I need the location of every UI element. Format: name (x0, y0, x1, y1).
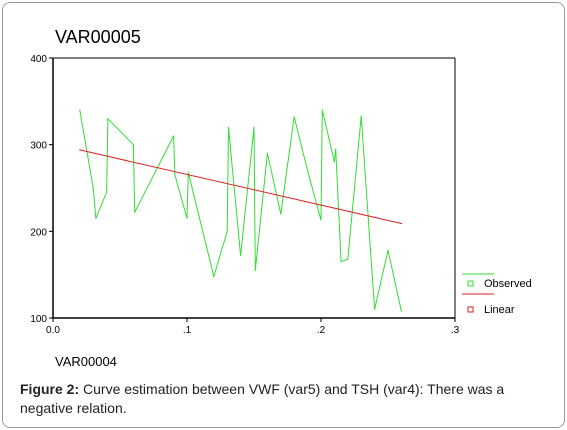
data-point (92, 187, 94, 189)
legend: Observed Linear (462, 273, 532, 316)
x-tick-label: .1 (183, 325, 192, 336)
data-point (374, 308, 376, 310)
legend-marker (467, 280, 474, 287)
y-tick-label: 400 (30, 54, 47, 65)
figure-caption: Figure 2: Curve estimation between VWF (… (20, 380, 550, 418)
data-point (333, 161, 335, 163)
series-line (79, 109, 402, 312)
data-point (360, 115, 362, 117)
data-point (400, 222, 402, 225)
data-point (186, 217, 188, 219)
data-point (340, 261, 342, 263)
x-axis-label: VAR00004 (55, 354, 117, 369)
data-point (387, 249, 389, 251)
plot-area (53, 57, 456, 318)
data-point (254, 269, 256, 271)
data-point (347, 258, 349, 260)
data-point (174, 174, 176, 176)
legend-label: Linear (484, 304, 515, 316)
x-tick-label: .3 (451, 325, 460, 336)
legend-item-observed: Observed (462, 273, 532, 290)
data-point (335, 148, 337, 150)
data-point (307, 170, 309, 172)
legend-label: Observed (484, 278, 532, 290)
data-point (107, 118, 109, 120)
data-point (266, 152, 268, 154)
data-point (106, 191, 108, 193)
legend-marker (467, 306, 474, 313)
data-point (95, 217, 97, 219)
data-point (213, 275, 215, 277)
chart-title: VAR00005 (55, 27, 141, 47)
data-point (400, 310, 402, 312)
data-point (280, 213, 282, 215)
data-point (320, 219, 322, 221)
y-tick-label: 200 (30, 227, 47, 238)
axes: 100 200 300 400 0.0 .1 .2 .3 (30, 54, 459, 336)
data-point (226, 230, 228, 232)
caption-label: Figure 2: (20, 381, 80, 397)
data-point (134, 211, 136, 213)
x-tick-label: 0.0 (46, 325, 60, 336)
series-line (79, 149, 402, 224)
x-tick-label: .2 (317, 325, 326, 336)
y-tick-label: 300 (30, 141, 47, 152)
caption-text: Curve estimation between VWF (var5) and … (20, 381, 505, 416)
data-point (173, 135, 175, 137)
data-point (79, 149, 81, 151)
data-point (321, 109, 323, 111)
series-linear (79, 149, 402, 225)
y-tick-label: 100 (30, 314, 47, 325)
data-point (227, 126, 230, 128)
data-point (293, 116, 295, 118)
data-point (240, 255, 242, 257)
chart: VAR00005 100 200 300 400 0.0 .1 .2 .3 Observed L… (30, 27, 532, 369)
data-point (253, 126, 255, 128)
data-point (132, 144, 134, 146)
data-point (187, 171, 189, 173)
series-observed (79, 109, 402, 312)
series-layer (79, 109, 402, 312)
legend-item-linear: Linear (462, 293, 515, 316)
data-point (79, 109, 81, 111)
